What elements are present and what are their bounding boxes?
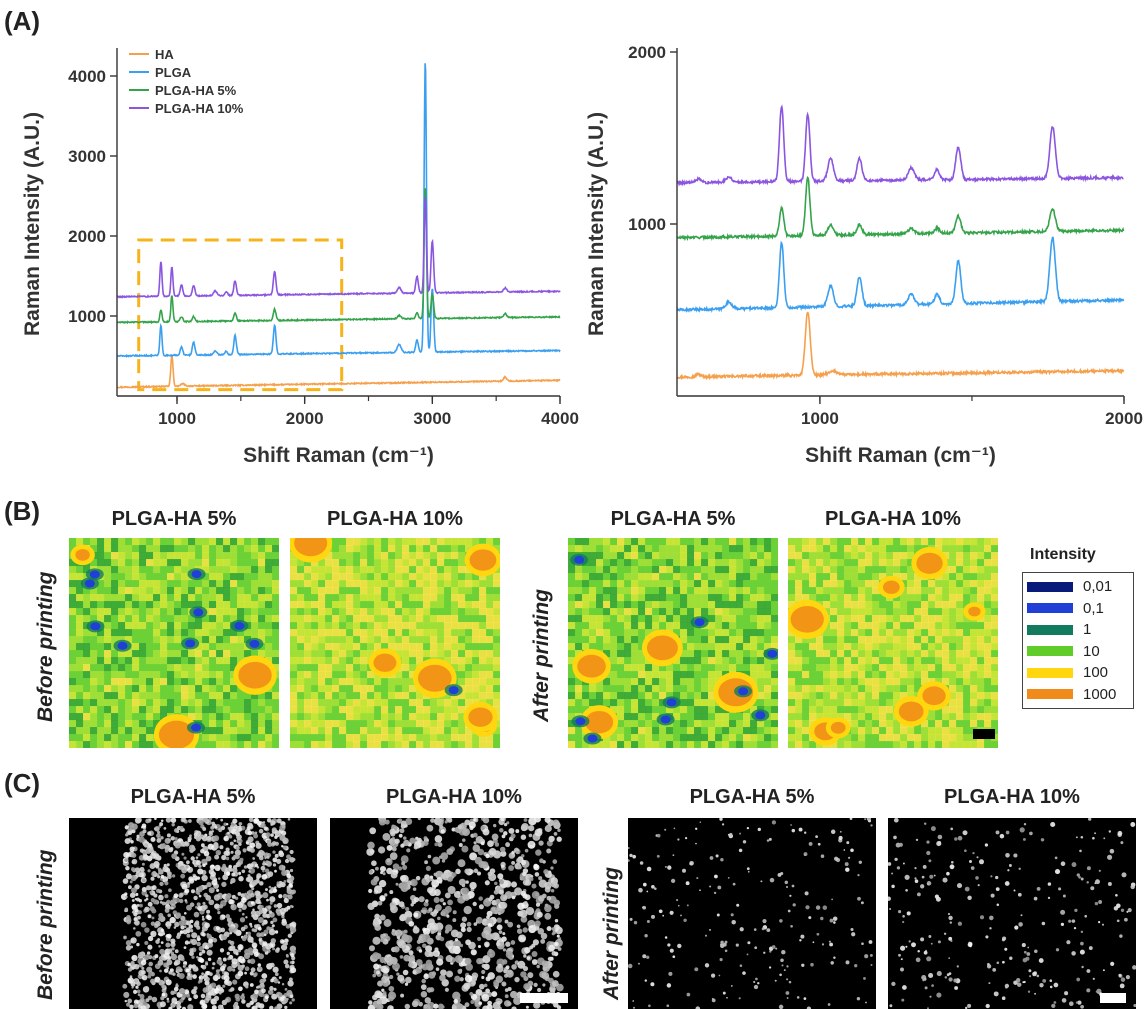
map-title-after-5: PLGA-HA 5% — [610, 508, 736, 530]
legend-item: 0,1 — [1027, 598, 1129, 620]
micro-ct-after-plga-ha-10 — [888, 818, 1136, 1009]
legend-color-swatch — [1027, 689, 1073, 700]
legend-label: 1 — [1083, 621, 1092, 639]
legend-label: HA — [155, 47, 174, 62]
x-tick-label: 1000 — [801, 409, 839, 428]
y-tick-label: 2000 — [628, 43, 666, 62]
raman-map-before-plga-ha-5 — [69, 538, 279, 748]
intensity-legend-title: Intensity — [1030, 546, 1096, 563]
micro-ct-scale-bar-after — [1100, 993, 1126, 1003]
y-axis-label: Raman Intensity (A.U.) — [21, 112, 44, 336]
y-tick-label: 4000 — [68, 67, 106, 86]
x-axis-label: Shift Raman (cm⁻¹) — [805, 444, 996, 467]
x-tick-label: 1000 — [158, 409, 196, 428]
image-title-before-10: PLGA-HA 10% — [386, 786, 522, 808]
series-line-3 — [676, 104, 1124, 187]
panel-c-letter: (C) — [4, 768, 41, 798]
legend-label: PLGA — [155, 65, 192, 80]
legend-color-swatch — [1027, 667, 1073, 678]
micro-ct-before-plga-ha-10 — [330, 818, 578, 1009]
image-title-before-5: PLGA-HA 5% — [130, 786, 256, 808]
y-tick-label: 1000 — [628, 215, 666, 234]
x-tick-label: 4000 — [541, 409, 579, 428]
map-title-before-5: PLGA-HA 5% — [111, 508, 237, 530]
legend-label: 0,01 — [1083, 578, 1113, 596]
micro-ct-after-plga-ha-5 — [628, 818, 876, 1009]
legend-item: 10 — [1027, 641, 1129, 663]
y-tick-label: 2000 — [68, 227, 106, 246]
x-axis-label: Shift Raman (cm⁻¹) — [243, 444, 434, 467]
panel-a-letter: (A) — [4, 6, 41, 36]
micro-ct-scale-bar — [520, 993, 568, 1003]
raman-map-after-plga-ha-5 — [568, 538, 778, 748]
raman-spectrum-zoom-chart: 1000 2000 1000 2000 Shift Raman (cm⁻¹) Raman … — [585, 43, 1143, 467]
y-axis-label: Raman Intensity (A.U.) — [585, 112, 608, 336]
intensity-legend: 0,01 0,1 1 10 100 1000 — [1022, 572, 1134, 709]
series-line-1 — [676, 236, 1125, 314]
raman-spectrum-full-chart: 1000 2000 3000 4000 1000 2000 3000 4000 Shift Ra… — [21, 47, 579, 467]
zoom-region-box — [137, 238, 344, 392]
micro-ct-before-plga-ha-5 — [69, 818, 317, 1009]
legend-item: 0,01 — [1027, 576, 1129, 598]
legend-label: 10 — [1083, 642, 1100, 660]
series-line-plga-ha-5- — [116, 188, 561, 325]
x-tick-label: 3000 — [413, 409, 451, 428]
legend-item: 100 — [1027, 662, 1129, 684]
image-title-after-10: PLGA-HA 10% — [944, 786, 1080, 808]
series-line-2 — [676, 176, 1125, 242]
series-line-0 — [676, 311, 1125, 381]
legend-item: 1 — [1027, 619, 1129, 641]
raman-map-after-plga-ha-10 — [788, 538, 998, 748]
legend-color-swatch — [1027, 646, 1073, 657]
x-tick-label: 2000 — [286, 409, 324, 428]
after-printing-label-c: After printing — [600, 867, 623, 1000]
map-scale-bar — [973, 729, 995, 739]
series-line-plga-ha-10- — [116, 197, 561, 299]
y-tick-label: 1000 — [68, 307, 106, 326]
legend-label: 100 — [1083, 664, 1109, 682]
legend-label: 0,1 — [1083, 599, 1104, 617]
series-line-ha — [116, 354, 561, 389]
legend-color-swatch — [1027, 603, 1073, 614]
before-printing-label: Before printing — [34, 571, 57, 723]
panel-b-letter: (B) — [4, 496, 41, 526]
legend-label: PLGA-HA 10% — [155, 101, 244, 116]
map-title-before-10: PLGA-HA 10% — [327, 508, 463, 530]
after-printing-label: After printing — [530, 589, 553, 722]
series-line-plga — [116, 63, 561, 358]
legend-color-swatch — [1027, 624, 1073, 635]
legend-label: 1000 — [1083, 685, 1117, 703]
image-title-after-5: PLGA-HA 5% — [689, 786, 815, 808]
before-printing-label-c: Before printing — [34, 849, 57, 1001]
raman-map-before-plga-ha-10 — [290, 538, 500, 748]
legend-label: PLGA-HA 5% — [155, 83, 237, 98]
legend-item: 1000 — [1027, 684, 1129, 706]
map-title-after-10: PLGA-HA 10% — [825, 508, 961, 530]
x-tick-label: 2000 — [1105, 409, 1143, 428]
y-tick-label: 3000 — [68, 147, 106, 166]
legend-color-swatch — [1027, 581, 1073, 592]
